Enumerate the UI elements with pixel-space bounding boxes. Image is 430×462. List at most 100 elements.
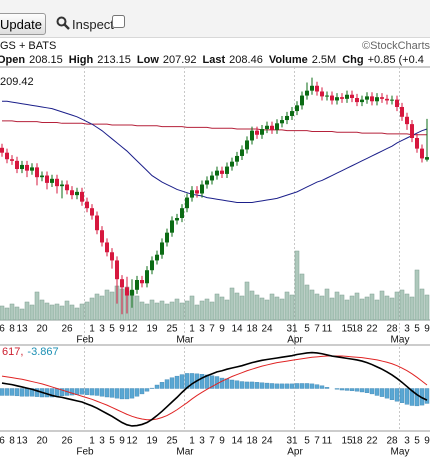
candle-body — [360, 99, 364, 103]
month-label: Mar — [176, 447, 194, 458]
x-tick-label: 14 — [231, 436, 243, 447]
volume-bar — [384, 295, 390, 321]
volume-bar — [9, 303, 15, 321]
volume-bar — [249, 290, 255, 321]
volume-bar — [269, 293, 275, 321]
histogram-bar — [384, 388, 390, 399]
volume-bar — [339, 294, 345, 321]
candle-body — [190, 190, 194, 198]
histogram-bar — [274, 383, 280, 389]
volume-bar — [164, 303, 170, 321]
volume-bar — [224, 299, 230, 321]
volume-bar — [354, 292, 360, 321]
x-tick-label: 15 — [341, 436, 353, 447]
histogram-bar — [99, 388, 105, 397]
histogram-bar — [414, 388, 420, 407]
histogram-bar — [369, 388, 375, 395]
histogram-bar — [24, 388, 30, 397]
x-tick-label: 20 — [36, 436, 48, 447]
volume-bar — [199, 300, 205, 321]
histogram-bar — [109, 388, 115, 398]
histogram-bar — [124, 388, 130, 400]
x-tick-label: 15 — [341, 324, 353, 335]
histogram-bar — [349, 388, 355, 392]
x-tick-label: 31 — [286, 436, 298, 447]
x-tick-label: 6 — [0, 436, 5, 447]
quote-line: Open 208.15 High 213.15 Low 207.92 Last 208.46 V… — [0, 54, 424, 66]
x-tick-label: 7 — [209, 436, 215, 447]
candle-body — [135, 280, 139, 290]
histogram-bar — [189, 373, 195, 389]
volume-bar — [19, 308, 25, 321]
macd-line — [1, 351, 428, 427]
x-tick-label: 5 — [109, 324, 115, 335]
histogram-bar — [259, 382, 265, 389]
update-button[interactable]: Update — [0, 13, 46, 35]
volume-bar — [294, 250, 300, 321]
volume-bar — [214, 293, 220, 321]
x-tick-label: 7 — [209, 324, 215, 335]
histogram-bar — [139, 388, 145, 395]
month-label: Mar — [176, 335, 194, 346]
histogram-bar — [214, 376, 220, 389]
candle-body — [110, 252, 114, 261]
candle-body — [390, 99, 394, 101]
candle-body — [145, 270, 149, 284]
volume-bar — [254, 294, 260, 321]
candle-body — [125, 287, 129, 296]
candle-body — [45, 175, 49, 183]
histogram-bar — [334, 388, 340, 390]
volume-bar — [404, 293, 410, 321]
x-tick-label: 1 — [89, 436, 95, 447]
volume-bar — [389, 297, 395, 321]
histogram-bar — [354, 388, 360, 392]
volume-bar — [24, 301, 30, 321]
volume-bar — [369, 293, 375, 321]
x-tick-label: 18 — [351, 436, 363, 447]
x-tick-label: 3 — [199, 436, 205, 447]
candle-body — [255, 130, 259, 135]
candle-body — [25, 164, 29, 171]
x-tick-label: 18 — [351, 324, 363, 335]
x-tick-label: 1 — [89, 324, 95, 335]
x-tick-label: 5 — [304, 436, 310, 447]
histogram-bar — [279, 383, 285, 389]
moving-average-line — [2, 100, 428, 203]
magnifier-icon — [56, 16, 70, 30]
candle-body — [310, 85, 314, 91]
histogram-bar — [169, 377, 175, 389]
x-tick-label: 26 — [61, 436, 73, 447]
histogram-bar — [269, 383, 275, 389]
x-tick-label: 3 — [99, 436, 105, 447]
volume-bar — [69, 304, 75, 321]
volume-bar — [159, 300, 165, 321]
inspect-checkbox[interactable] — [112, 15, 125, 28]
volume-bar — [194, 304, 200, 321]
volume-bar — [84, 301, 90, 321]
candle-body — [185, 197, 189, 209]
x-tick-label: 14 — [231, 324, 243, 335]
candle-body — [315, 85, 319, 92]
histogram-bar — [264, 382, 270, 389]
x-tick-label: 7 — [314, 324, 320, 335]
x-tick-label: 9 — [424, 436, 430, 447]
volume-bar — [59, 305, 65, 321]
volume-bar — [229, 287, 235, 321]
volume-bar — [334, 291, 340, 321]
volume-bar — [364, 296, 370, 321]
month-label: Feb — [76, 447, 94, 458]
volume-bar — [39, 299, 45, 321]
candle-body — [120, 279, 124, 288]
volume-bar — [244, 281, 250, 321]
brand: ©StockCharts — [362, 40, 430, 52]
month-label: Feb — [76, 335, 94, 346]
histogram-bar — [14, 388, 20, 397]
candle-body — [70, 190, 74, 196]
quote-label: High — [69, 54, 94, 66]
candle-body — [240, 149, 244, 156]
candle-body — [85, 201, 89, 209]
x-tick-label: 9 — [119, 436, 125, 447]
volume-bar — [0, 305, 5, 321]
candle-body — [230, 161, 234, 167]
volume-bar — [299, 273, 305, 321]
